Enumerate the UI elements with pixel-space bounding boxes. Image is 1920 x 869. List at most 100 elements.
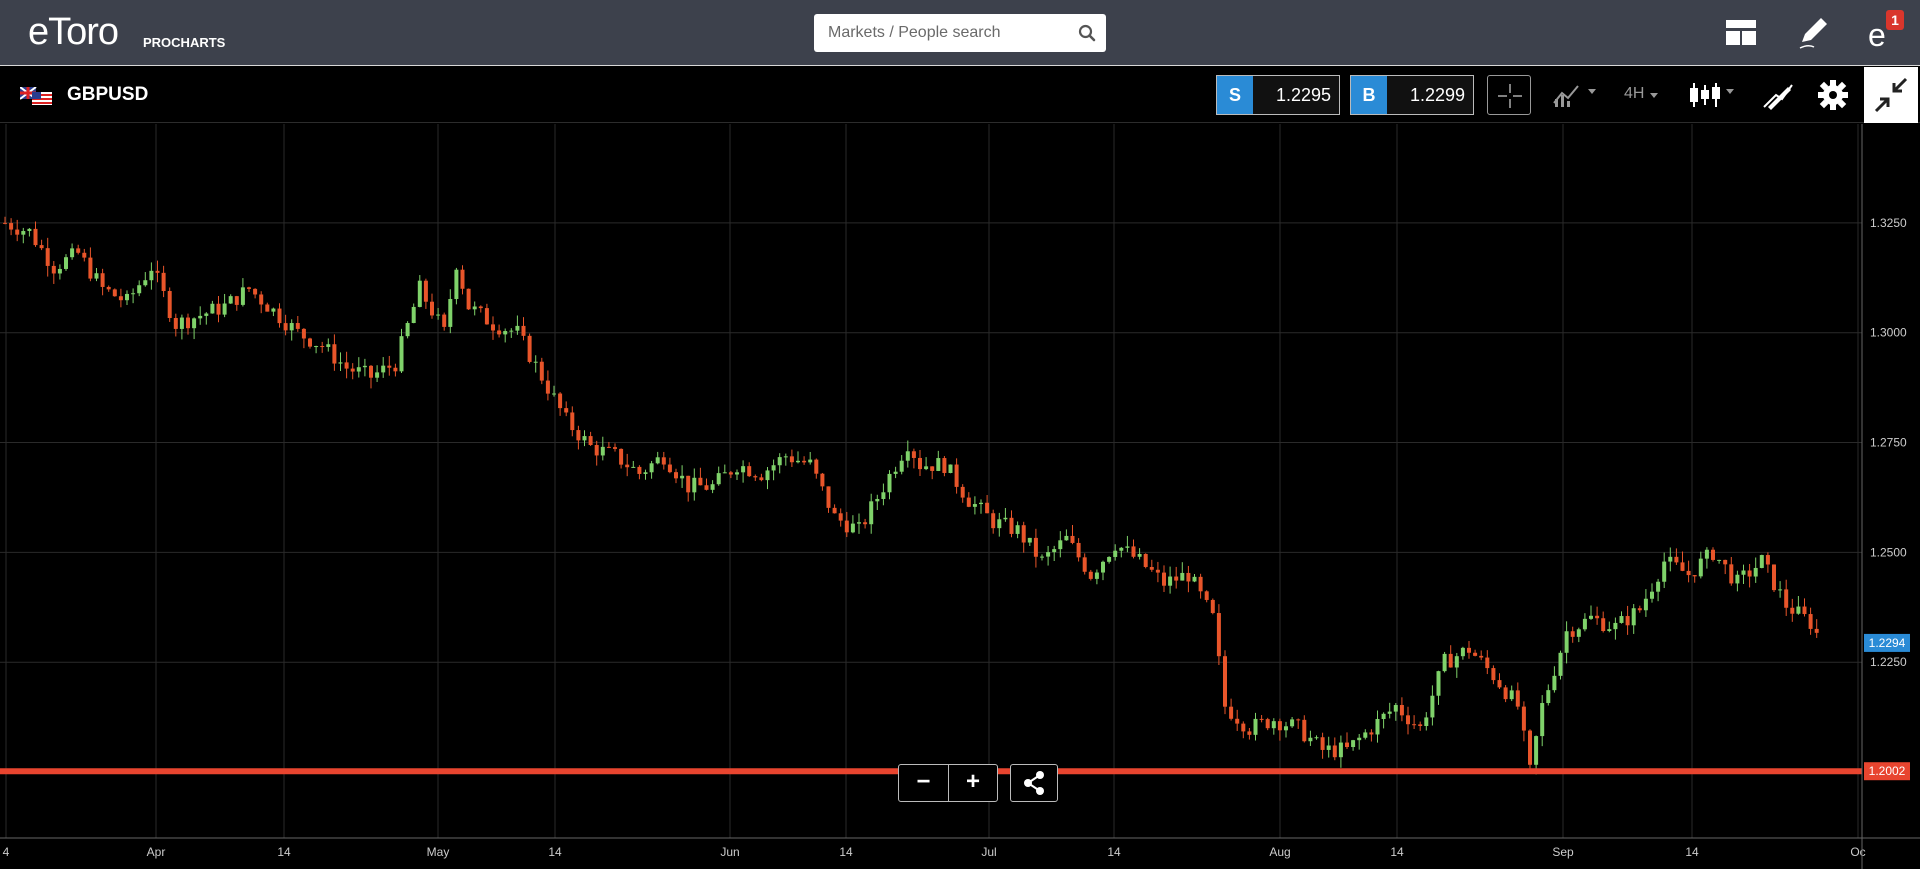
candle-body: [552, 393, 556, 395]
crosshair-button[interactable]: [1487, 75, 1531, 115]
notification-badge[interactable]: 1: [1886, 10, 1904, 30]
candle-body: [436, 314, 441, 316]
gbp-usd-flag-icon: [20, 87, 52, 105]
x-tick-label: Oc: [1850, 845, 1865, 859]
candle-body: [814, 459, 819, 474]
timeframe-dropdown[interactable]: 4H: [1624, 85, 1644, 103]
candle-body: [82, 252, 87, 258]
candle-body: [527, 335, 532, 362]
candle-body: [1418, 724, 1423, 727]
instrument-symbol: GBPUSD: [67, 84, 149, 105]
candle-body: [1338, 742, 1343, 758]
indicators-dropdown-icon[interactable]: [1550, 75, 1606, 115]
candle-body: [332, 344, 337, 364]
candle-body: [564, 408, 569, 413]
candle-body: [1460, 647, 1465, 657]
candle-body: [283, 323, 288, 331]
candle-body: [1552, 675, 1557, 691]
candle-body: [728, 472, 733, 475]
candle-body: [289, 323, 294, 331]
candle-body: [1515, 690, 1520, 707]
candle-body: [1302, 719, 1307, 742]
zoom-out-button[interactable]: −: [899, 765, 949, 801]
candle-body: [1558, 652, 1563, 676]
candle-body: [680, 475, 685, 479]
search-box[interactable]: [814, 14, 1106, 52]
candle-body: [362, 365, 367, 368]
candle-body: [271, 308, 276, 312]
candle-body: [570, 412, 575, 431]
candle-body: [1698, 558, 1703, 577]
candle-body: [979, 502, 983, 505]
candle-body: [375, 372, 380, 378]
candle-body: [356, 367, 361, 372]
candle-body: [15, 229, 20, 235]
candle-body: [1314, 737, 1319, 739]
alert-price-tag: [1864, 762, 1910, 781]
candle-body: [1680, 562, 1685, 571]
chart-type-dropdown-icon[interactable]: [1686, 75, 1742, 115]
candle-body: [466, 288, 471, 310]
sell-price-button[interactable]: S 1.2295: [1216, 75, 1340, 115]
candle-body: [1265, 719, 1270, 729]
candle-body: [619, 448, 624, 465]
candle-body: [1107, 556, 1112, 562]
timeframe-chevron-down-icon[interactable]: [1648, 75, 1664, 115]
buy-price-button[interactable]: B 1.2299: [1350, 75, 1474, 115]
candle-body: [558, 393, 563, 409]
candle-body: [1033, 537, 1038, 557]
candle-body: [954, 464, 959, 487]
share-button[interactable]: [1010, 764, 1058, 802]
search-input[interactable]: [828, 14, 1068, 52]
candle-body: [369, 365, 373, 378]
candle-body: [631, 466, 636, 468]
drawing-tools-icon[interactable]: [1758, 75, 1798, 115]
candle-body: [924, 466, 929, 470]
candle-body: [710, 484, 715, 490]
price-chart[interactable]: 1.2002 1.2294 1.3250 1.3000 1.2750 1.2500 1.2…: [0, 124, 1920, 869]
etoro-notifications-icon[interactable]: e: [1864, 14, 1902, 52]
candle-body: [1430, 695, 1435, 718]
candle-body: [997, 519, 1002, 529]
candle-body: [1155, 569, 1160, 573]
candle-body: [667, 464, 672, 473]
candle-body: [173, 318, 178, 329]
candle-body: [131, 293, 136, 295]
candle-body: [1509, 690, 1514, 700]
candle-body: [1332, 745, 1337, 758]
chart-axes: 1.3250 1.3000 1.2750 1.2500 1.2250 4 Apr 14 May 1…: [0, 124, 1920, 869]
pencil-icon[interactable]: [1794, 14, 1832, 52]
candle-body: [1631, 608, 1636, 626]
top-navigation-bar: eToro PROCHARTS e 1: [0, 0, 1920, 66]
candle-body: [1216, 613, 1221, 657]
candle-body: [747, 466, 752, 477]
exit-fullscreen-button[interactable]: [1864, 67, 1918, 123]
candle-body: [1772, 564, 1776, 591]
candle-body: [625, 464, 630, 468]
candle-body: [936, 458, 941, 471]
candle-body: [1052, 549, 1057, 553]
candle-body: [1021, 525, 1026, 543]
candle-body: [155, 270, 160, 273]
x-tick-label: Jul: [981, 845, 996, 859]
candle-body: [1784, 589, 1789, 608]
candle-body: [1808, 614, 1813, 629]
settings-gear-icon[interactable]: [1812, 75, 1854, 115]
etoro-logo[interactable]: eToro: [28, 11, 119, 53]
candle-body: [1094, 572, 1099, 579]
candle-body: [1802, 606, 1807, 615]
layout-icon[interactable]: [1722, 14, 1760, 52]
candle-body: [643, 472, 648, 474]
candle-body: [442, 314, 447, 327]
candle-body: [423, 280, 428, 302]
candle-body: [210, 303, 215, 314]
candle-body: [1686, 570, 1691, 576]
candle-body: [1650, 591, 1654, 599]
candle-body: [314, 346, 319, 348]
candle-body: [1259, 718, 1264, 720]
candle-body: [1058, 540, 1063, 550]
zoom-in-button[interactable]: +: [965, 768, 980, 795]
search-icon[interactable]: [1078, 24, 1096, 42]
candle-body: [802, 460, 807, 463]
candle-body: [991, 513, 996, 529]
